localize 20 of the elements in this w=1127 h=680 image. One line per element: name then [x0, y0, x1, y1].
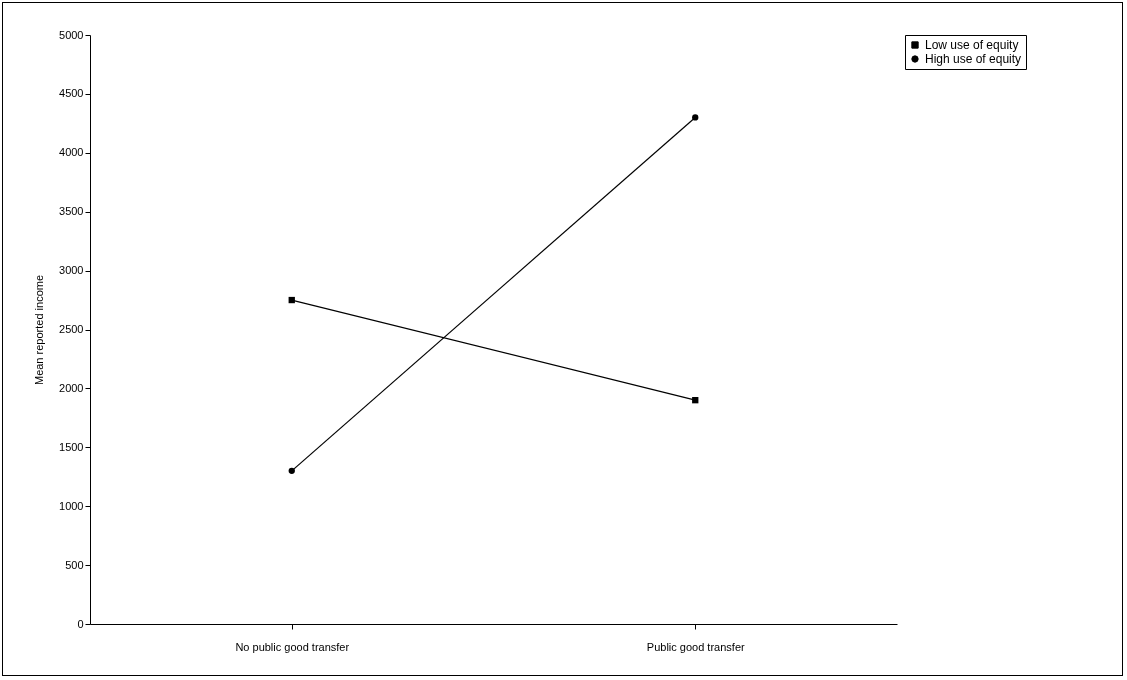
y-tick-label: 1500: [59, 440, 84, 453]
y-tick-label: 3000: [59, 264, 84, 277]
y-tick-label: 4500: [59, 87, 84, 100]
y-tick-label: 5000: [59, 28, 84, 41]
y-tick-label: 3500: [59, 205, 84, 218]
x-tick-label: No public good transfer: [235, 640, 350, 653]
point: [692, 397, 699, 404]
x-tick-label: Public good transfer: [646, 640, 745, 653]
legend-label: High use of equity: [925, 52, 1022, 66]
legend-label: Low use of equity: [925, 38, 1019, 52]
y-tick-label: 0: [77, 617, 84, 630]
point: [288, 467, 295, 475]
y-tick-label: 1000: [59, 499, 84, 512]
y-tick-label: 500: [65, 558, 84, 571]
y-tick-label: 2500: [59, 323, 84, 335]
y-tick-label: 4000: [59, 146, 84, 159]
y-axis-title: Mean reported income: [33, 274, 46, 386]
point: [692, 114, 699, 121]
y-tick-label: 2000: [59, 381, 84, 394]
point: [288, 296, 295, 304]
